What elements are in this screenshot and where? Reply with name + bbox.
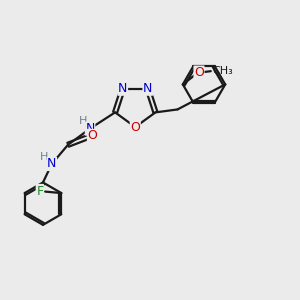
Text: CH₃: CH₃ [212, 66, 233, 76]
Text: N: N [143, 82, 152, 95]
Text: N: N [118, 82, 128, 95]
Text: N: N [85, 122, 95, 135]
Text: H: H [79, 116, 87, 126]
Text: O: O [88, 129, 98, 142]
Text: F: F [36, 184, 43, 197]
Text: N: N [47, 158, 56, 170]
Text: O: O [194, 66, 204, 79]
Text: O: O [130, 121, 140, 134]
Text: H: H [39, 152, 48, 162]
